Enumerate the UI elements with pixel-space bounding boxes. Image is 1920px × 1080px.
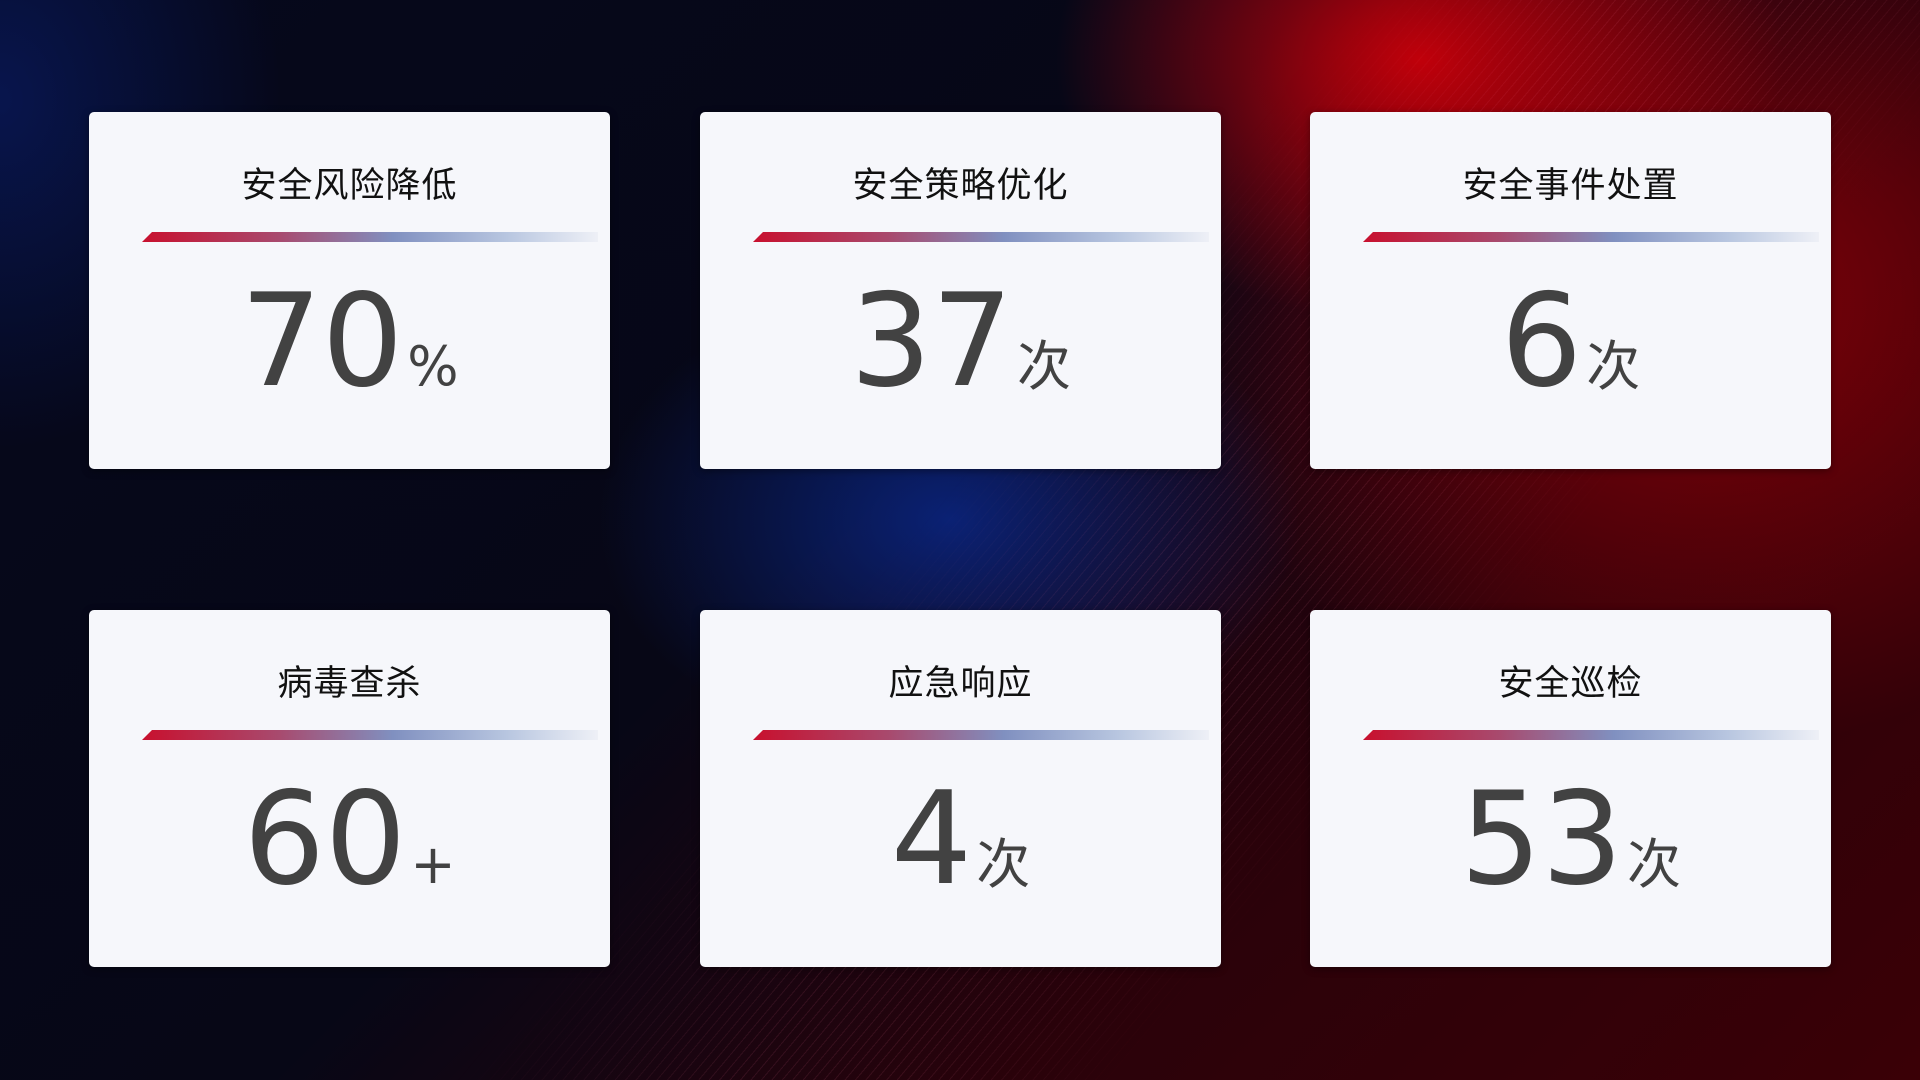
value-number: 4 xyxy=(890,765,973,914)
card-divider xyxy=(142,232,598,242)
card-value: 37次 xyxy=(700,277,1221,407)
stat-card-risk-reduction: 安全风险降低 70% xyxy=(89,112,610,469)
card-divider xyxy=(753,232,1209,242)
stat-card-emergency-response: 应急响应 4次 xyxy=(700,610,1221,967)
card-value: 70% xyxy=(89,277,610,407)
value-number: 60 xyxy=(243,765,407,914)
card-divider xyxy=(753,730,1209,740)
value-number: 37 xyxy=(850,267,1013,416)
stat-card-policy-optimization: 安全策略优化 37次 xyxy=(700,112,1221,469)
card-divider xyxy=(1363,730,1819,740)
value-number: 6 xyxy=(1500,267,1583,416)
card-divider xyxy=(142,730,598,740)
value-unit: 次 xyxy=(1586,335,1641,398)
card-value: 60+ xyxy=(89,775,610,905)
value-unit: 次 xyxy=(976,833,1031,896)
card-title: 安全事件处置 xyxy=(1462,166,1679,206)
value-number: 53 xyxy=(1460,765,1623,914)
stat-card-security-inspection: 安全巡检 53次 xyxy=(1310,610,1831,967)
card-divider xyxy=(1363,232,1819,242)
card-title: 病毒查杀 xyxy=(277,664,422,704)
value-unit: 次 xyxy=(1626,833,1681,896)
card-title: 安全巡检 xyxy=(1498,664,1643,704)
stat-card-incident-handling: 安全事件处置 6次 xyxy=(1310,112,1831,469)
card-title: 安全策略优化 xyxy=(852,166,1069,206)
card-title: 安全风险降低 xyxy=(241,166,458,206)
stat-card-virus-removal: 病毒查杀 60+ xyxy=(89,610,610,967)
card-title: 应急响应 xyxy=(888,664,1033,704)
value-unit: + xyxy=(410,833,456,896)
value-number: 70 xyxy=(240,267,404,416)
card-value: 4次 xyxy=(700,775,1221,905)
card-value: 6次 xyxy=(1310,277,1831,407)
value-unit: % xyxy=(407,335,459,398)
card-value: 53次 xyxy=(1310,775,1831,905)
value-unit: 次 xyxy=(1016,335,1071,398)
